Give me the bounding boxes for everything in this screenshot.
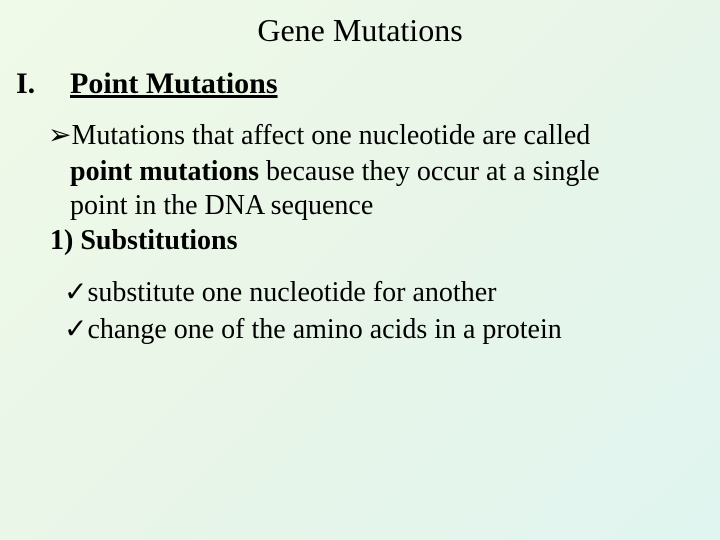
check-text: change one of the amino acids in a prote…	[87, 314, 561, 345]
bold-term: point mutations	[70, 156, 259, 187]
check-item: ✓change one of the amino acids in a prot…	[64, 312, 700, 348]
arrow-icon: ➢	[48, 120, 71, 151]
arrow-text-line3: point in the DNA sequence	[70, 189, 670, 223]
arrow-text-line2: point mutations because they occur at a …	[70, 155, 670, 189]
check-item: ✓substitute one nucleotide for another	[64, 275, 700, 311]
section-title: Point Mutations	[70, 67, 278, 101]
roman-numeral: I.	[16, 67, 70, 101]
slide: Gene Mutations I. Point Mutations ➢Mutat…	[0, 0, 720, 540]
check-icon: ✓	[64, 314, 87, 345]
arrow-text-line1: Mutations that affect one nucleotide are…	[71, 120, 590, 151]
slide-title: Gene Mutations	[20, 12, 700, 49]
body-block: ➢Mutations that affect one nucleotide ar…	[48, 119, 670, 257]
section-header: I. Point Mutations	[16, 67, 700, 101]
check-list: ✓substitute one nucleotide for another ✓…	[64, 275, 700, 348]
arrow-text-line2-rest: because they occur at a single	[259, 156, 600, 187]
subheading: 1) Substitutions	[50, 225, 670, 257]
check-icon: ✓	[64, 277, 87, 308]
check-text: substitute one nucleotide for another	[87, 277, 496, 308]
arrow-bullet-item: ➢Mutations that affect one nucleotide ar…	[48, 119, 670, 153]
